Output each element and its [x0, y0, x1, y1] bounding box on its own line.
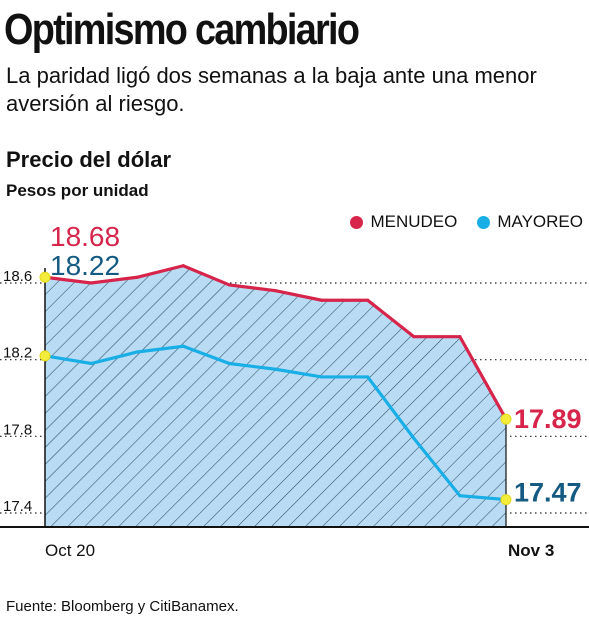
- data-point-menudeo: [412, 335, 416, 339]
- data-point-mayoreo: [39, 350, 51, 362]
- data-point-menudeo: [320, 298, 324, 302]
- y-tick-label: 17.4: [3, 498, 32, 515]
- data-point-menudeo: [500, 413, 512, 425]
- data-point-menudeo: [181, 264, 185, 268]
- source-note: Fuente: Bloomberg y CitiBanamex.: [6, 598, 239, 615]
- start-label-menudeo: 18.68: [50, 221, 120, 252]
- legend-item-menudeo: MENUDEO: [350, 212, 457, 232]
- end-label-mayoreo: 17.47: [514, 478, 582, 508]
- data-point-menudeo: [227, 283, 231, 287]
- data-point-menudeo: [89, 281, 93, 285]
- x-tick-label: Nov 3: [508, 541, 554, 560]
- legend-item-mayoreo: MAYOREO: [477, 212, 583, 232]
- area-hatch: [45, 265, 506, 500]
- legend-label-mayoreo: MAYOREO: [497, 212, 583, 231]
- y-tick-label: 18.6: [3, 268, 32, 285]
- data-point-menudeo: [458, 335, 462, 339]
- data-point-mayoreo: [366, 375, 370, 379]
- legend-label-menudeo: MENUDEO: [370, 212, 458, 231]
- data-point-mayoreo: [458, 494, 462, 498]
- data-point-mayoreo: [89, 361, 93, 366]
- y-tick-label: 18.2: [3, 345, 32, 362]
- data-point-menudeo: [39, 271, 51, 283]
- x-tick-label: Oct 20: [45, 541, 95, 560]
- page-subtitle: La paridad ligó dos semanas a la baja an…: [6, 63, 537, 116]
- data-point-mayoreo: [181, 344, 185, 348]
- data-point-menudeo: [273, 289, 278, 293]
- data-point-mayoreo: [227, 361, 231, 366]
- data-point-mayoreo: [135, 350, 139, 354]
- data-point-mayoreo: [500, 494, 512, 506]
- data-point-mayoreo: [412, 436, 416, 440]
- page-title: Optimismo cambiario: [4, 5, 360, 54]
- end-label-menudeo: 17.89: [514, 404, 582, 434]
- chart-legend: MENUDEO MAYOREO: [336, 212, 583, 232]
- data-point-mayoreo: [273, 367, 278, 371]
- chart-title: Precio del dólar: [6, 147, 172, 172]
- start-label-mayoreo: 18.22: [50, 250, 120, 281]
- data-point-menudeo: [366, 298, 370, 302]
- chart-unit-label: Pesos por unidad: [6, 181, 149, 200]
- data-point-menudeo: [135, 275, 139, 279]
- legend-swatch-mayoreo: [477, 215, 491, 229]
- data-point-mayoreo: [320, 375, 324, 379]
- y-tick-label: 17.8: [3, 421, 32, 438]
- area-hatch-lower: [45, 346, 506, 527]
- legend-swatch-menudeo: [350, 215, 364, 229]
